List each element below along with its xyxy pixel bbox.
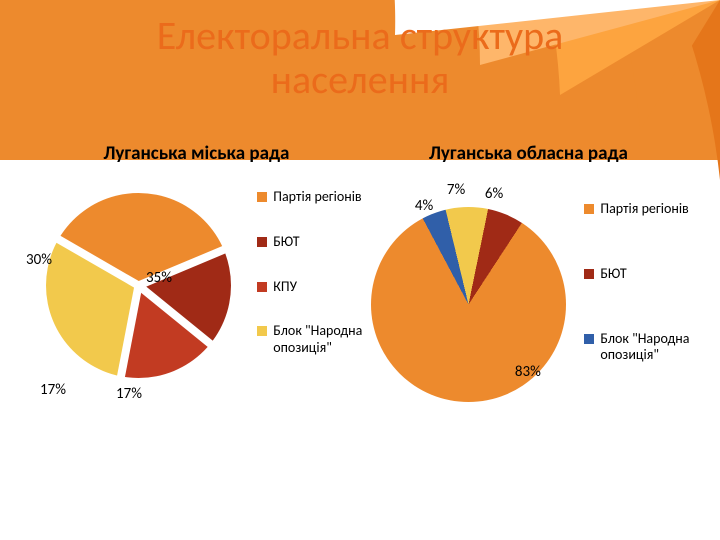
- chart-left: Луганська міська рада 35% 17% 17% 30% Па…: [28, 142, 365, 423]
- pct-30: 30%: [26, 251, 52, 269]
- pct-17a: 17%: [116, 385, 142, 403]
- pct-83: 83%: [515, 363, 541, 381]
- legend-label: КПУ: [273, 279, 297, 296]
- pie-left: [46, 193, 231, 378]
- chart-right: Луганська обласна рада 83% 6% 4% 7% Парт…: [365, 142, 692, 423]
- chart-right-title: Луганська обласна рада: [365, 142, 692, 165]
- legend-item: Партія регіонів: [257, 189, 365, 206]
- legend-swatch: [257, 282, 267, 292]
- pct-7: 7%: [447, 181, 465, 199]
- pie-right-wrap: 83% 6% 4% 7%: [365, 183, 570, 413]
- legend-swatch: [584, 204, 594, 214]
- legend-swatch: [584, 334, 594, 344]
- legend-label: Партія регіонів: [600, 201, 688, 218]
- legend-swatch: [257, 326, 267, 336]
- pie-left-wrap: 35% 17% 17% 30%: [28, 183, 243, 423]
- legend-swatch: [257, 237, 267, 247]
- legend-item: БЮТ: [257, 234, 365, 251]
- chart-left-title: Луганська міська рада: [28, 142, 365, 165]
- legend-item: Партія регіонів: [584, 201, 692, 218]
- legend-swatch: [584, 269, 594, 279]
- legend-label: Блок "Народна опозиція": [273, 323, 365, 357]
- pct-17b: 17%: [40, 381, 66, 399]
- legend-item: БЮТ: [584, 266, 692, 283]
- title-line-2: населення: [271, 55, 450, 104]
- pct-35: 35%: [146, 269, 172, 287]
- legend-item: КПУ: [257, 279, 365, 296]
- legend-label: БЮТ: [273, 234, 299, 251]
- legend-item: Блок "Народна опозиція": [584, 331, 692, 365]
- page-title: Електоральна структура населення: [0, 0, 720, 102]
- legend-item: Блок "Народна опозиція": [257, 323, 365, 357]
- legend-label: БЮТ: [600, 266, 626, 283]
- legend-label: Партія регіонів: [273, 189, 361, 206]
- legend-label: Блок "Народна опозиція": [600, 331, 692, 365]
- title-line-1: Електоральна структура: [157, 11, 564, 60]
- pct-6: 6%: [485, 185, 503, 203]
- pct-4: 4%: [415, 197, 433, 215]
- legend-right: Партія регіонів БЮТ Блок "Народна опозиція…: [584, 183, 692, 364]
- legend-left: Партія регіонів БЮТ КПУ Блок "Народна опози…: [257, 183, 365, 357]
- legend-swatch: [257, 192, 267, 202]
